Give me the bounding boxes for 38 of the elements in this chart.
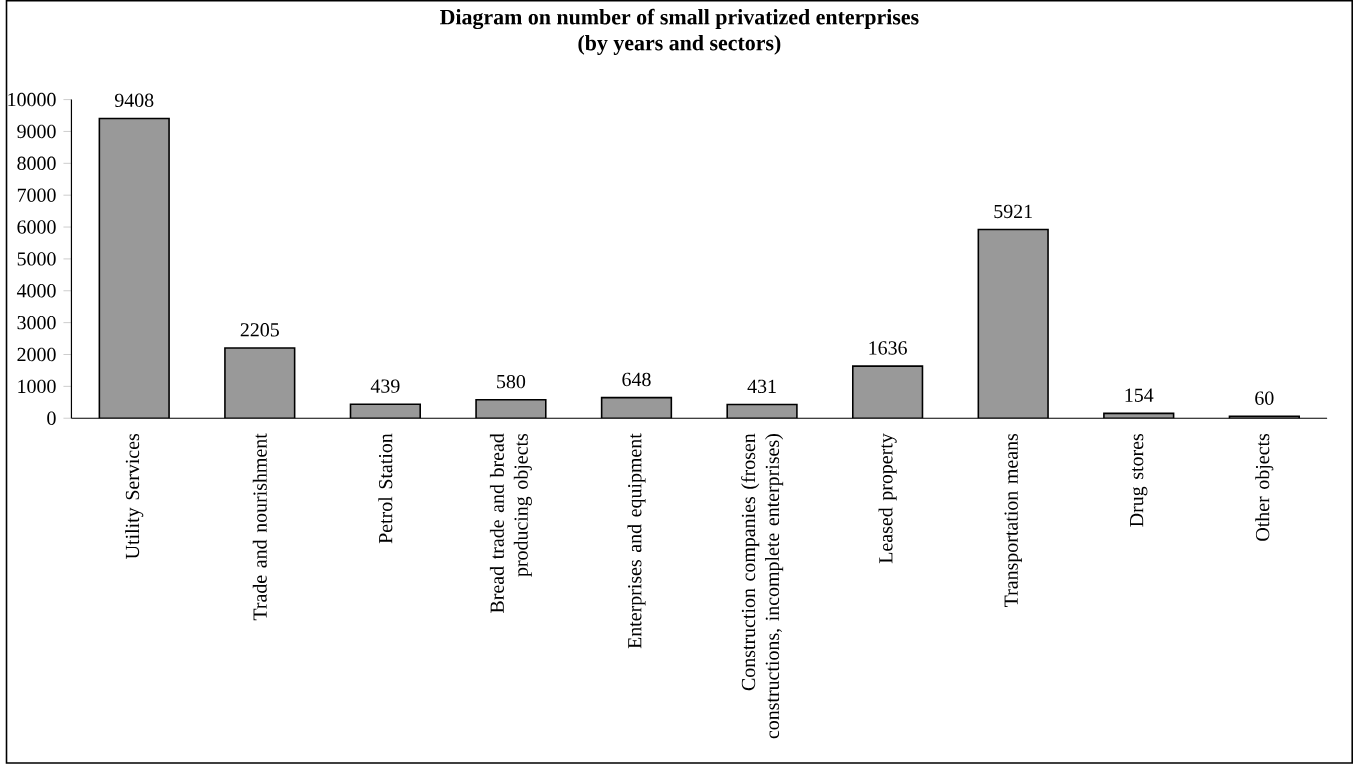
bar	[977, 228, 1049, 418]
data-label: 648	[622, 372, 651, 386]
data-label: 9408	[114, 93, 154, 107]
y-tick-label: 2000	[17, 347, 56, 361]
y-tick-label: 9000	[17, 124, 56, 138]
x-tick-label: Bread trade and bread producing objects	[489, 433, 532, 613]
y-tick-label: 6000	[17, 220, 56, 234]
bar	[600, 396, 673, 418]
chart-subtitle: (by years and sectors)	[578, 34, 781, 55]
chart-title: Diagram on number of small privatized enterprises	[440, 8, 919, 29]
x-tick-label: Drug stores	[1130, 433, 1148, 527]
x-tick-label: Construction companies (frosen constructions, incomplete enterprises)	[740, 433, 784, 739]
y-tick-label: 5000	[17, 251, 56, 266]
x-tick-label: Utility Services	[125, 433, 144, 559]
y-tick-label: 1000	[18, 379, 56, 393]
x-tick-label: Other objects	[1255, 433, 1274, 541]
data-label: 580	[497, 374, 526, 389]
data-label: 439	[370, 379, 400, 393]
bar	[224, 346, 296, 418]
y-tick-label: 3000	[17, 315, 56, 330]
y-tick-label: 0	[47, 411, 56, 425]
data-label: 1636	[869, 341, 907, 355]
data-label: 5921	[994, 204, 1032, 218]
x-tick-label: Transportation means	[1004, 433, 1022, 607]
bar	[98, 117, 170, 418]
x-tick-label: Enterprises and equipment	[627, 433, 646, 649]
x-tick-label: Petrol Station	[378, 433, 393, 544]
x-tick-label: Leased property	[878, 433, 897, 563]
data-label: 60	[1255, 391, 1274, 405]
y-tick-label: 8000	[17, 156, 56, 170]
bar	[851, 365, 924, 418]
y-tick-label: 10000	[8, 92, 56, 107]
data-label: 154	[1125, 388, 1154, 402]
data-label: 431	[747, 379, 776, 393]
data-label: 2205	[240, 322, 279, 337]
y-tick-label: 7000	[17, 188, 56, 202]
x-tick-label: Trade and nourishment	[252, 433, 267, 620]
y-tick-label: 4000	[16, 283, 56, 298]
